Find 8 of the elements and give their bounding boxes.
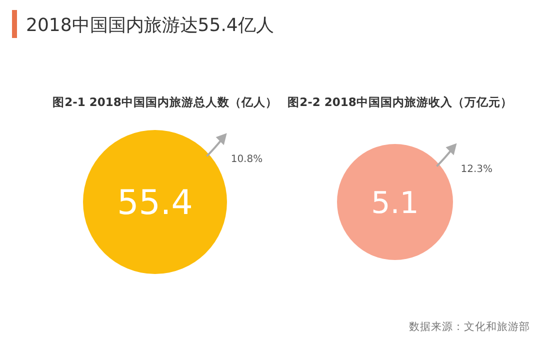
text: 图2-2 2018中国国内旅游收入（万亿元） xyxy=(288,95,512,109)
text: 2018中国国内旅游达55.4亿人 xyxy=(26,15,274,36)
data-label: 55.4 xyxy=(117,183,193,224)
text: 图2-1 2018中国国内旅游总人数（亿人） xyxy=(52,95,278,109)
text: 12.3% xyxy=(460,164,493,176)
text: 10.8% xyxy=(230,154,263,166)
source-note: 数据来源：文化和旅游部 xyxy=(409,320,530,333)
data-label: 5.1 xyxy=(371,186,419,221)
